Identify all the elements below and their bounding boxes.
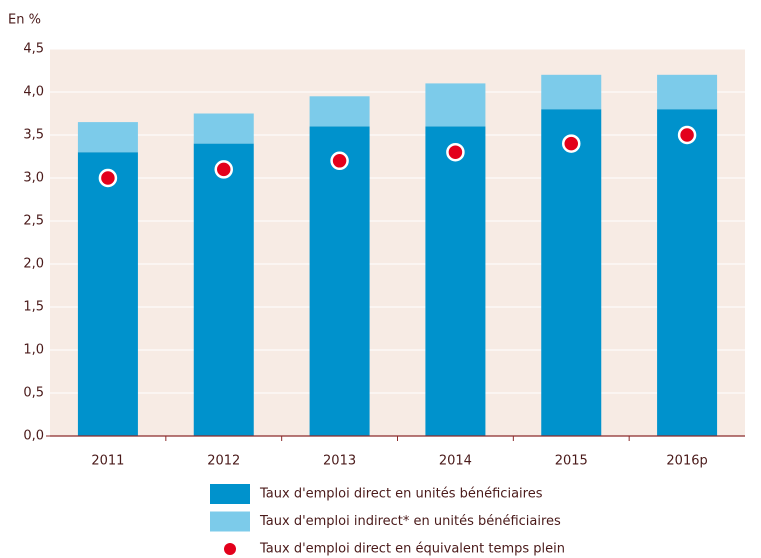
dot xyxy=(330,151,349,171)
legend-label: Taux d'emploi direct en équivalent temps… xyxy=(259,542,565,557)
y-tick-label: 0,0 xyxy=(23,429,44,444)
dot xyxy=(562,134,581,153)
y-tick-label: 3,0 xyxy=(23,171,44,186)
bar xyxy=(309,126,370,437)
bar xyxy=(657,109,718,436)
bar xyxy=(425,83,486,127)
bar xyxy=(193,143,254,436)
plot-background xyxy=(50,49,745,436)
y-tick-label: 4,5 xyxy=(23,42,44,57)
y-axis-label: En % xyxy=(8,13,41,28)
bar xyxy=(77,122,138,153)
y-tick-label: 4,0 xyxy=(23,85,44,100)
y-tick-label: 3,5 xyxy=(23,128,44,143)
bar xyxy=(425,126,486,437)
dot xyxy=(98,168,118,188)
y-tick-label: 2,0 xyxy=(23,257,44,272)
legend-label: Taux d'emploi direct en unités bénéficia… xyxy=(259,487,543,502)
legend-swatch xyxy=(210,511,250,532)
x-tick-label: 2015 xyxy=(555,454,588,469)
x-tick-label: 2011 xyxy=(91,454,124,469)
bar xyxy=(541,109,602,436)
dot xyxy=(677,125,697,145)
y-tick-label: 0,5 xyxy=(23,386,44,401)
bar xyxy=(193,113,254,144)
bar xyxy=(309,96,370,127)
bar xyxy=(77,152,138,436)
dot xyxy=(214,160,233,179)
y-tick-label: 1,0 xyxy=(23,343,44,358)
legend-swatch xyxy=(210,484,250,504)
x-tick-label: 2014 xyxy=(439,454,472,469)
y-tick-label: 2,5 xyxy=(23,214,44,229)
legend-dot xyxy=(224,543,236,555)
x-tick-label: 2012 xyxy=(207,454,240,469)
dot xyxy=(446,142,465,162)
y-tick-label: 1,5 xyxy=(23,300,44,315)
x-tick-label: 2013 xyxy=(323,454,356,469)
x-tick-label: 2016p xyxy=(666,454,707,469)
legend-label: Taux d'emploi indirect* en unités bénéfi… xyxy=(259,514,561,529)
bar xyxy=(657,74,718,110)
bar xyxy=(541,74,602,110)
